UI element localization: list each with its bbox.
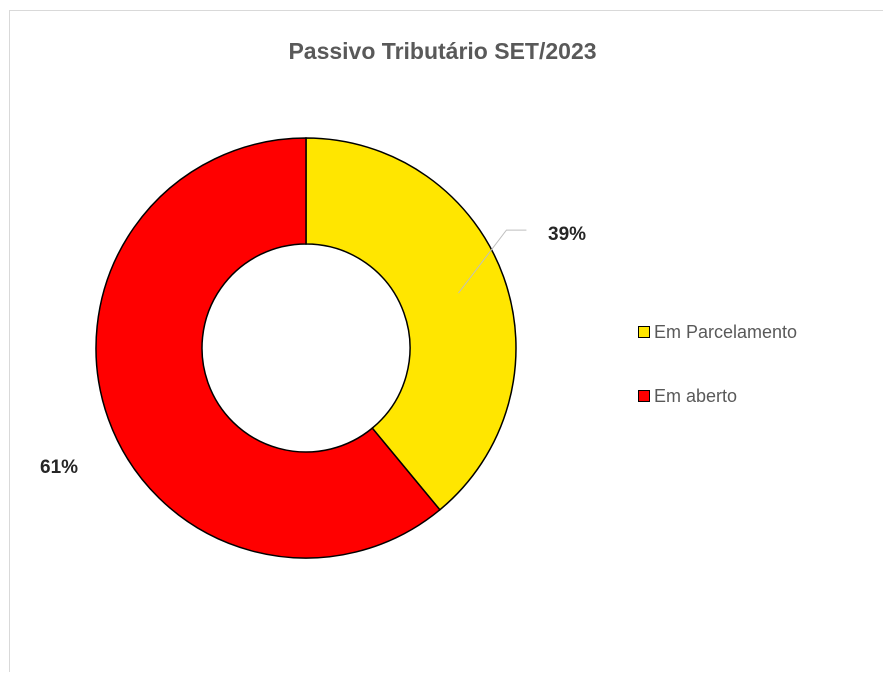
legend-item-em-parcelamento: Em Parcelamento [638, 318, 797, 346]
legend-label-em-aberto: Em aberto [654, 385, 738, 406]
legend-item-em-aberto: Em aberto [638, 382, 797, 410]
leader-line [458, 229, 527, 294]
legend: Em Parcelamento Em aberto [638, 318, 797, 446]
chart-title: Passivo Tributário SET/2023 [288, 38, 597, 64]
donut-slice-em-parcelamento [305, 137, 517, 511]
legend-swatch-em-aberto [638, 390, 650, 402]
data-label-em-parcelamento: 39% [548, 224, 586, 245]
legend-swatch-em-parcelamento [638, 326, 650, 338]
donut-slice-em-aberto [95, 137, 441, 559]
legend-label-em-parcelamento: Em Parcelamento [654, 321, 798, 342]
data-label-em-aberto: 61% [40, 457, 78, 478]
